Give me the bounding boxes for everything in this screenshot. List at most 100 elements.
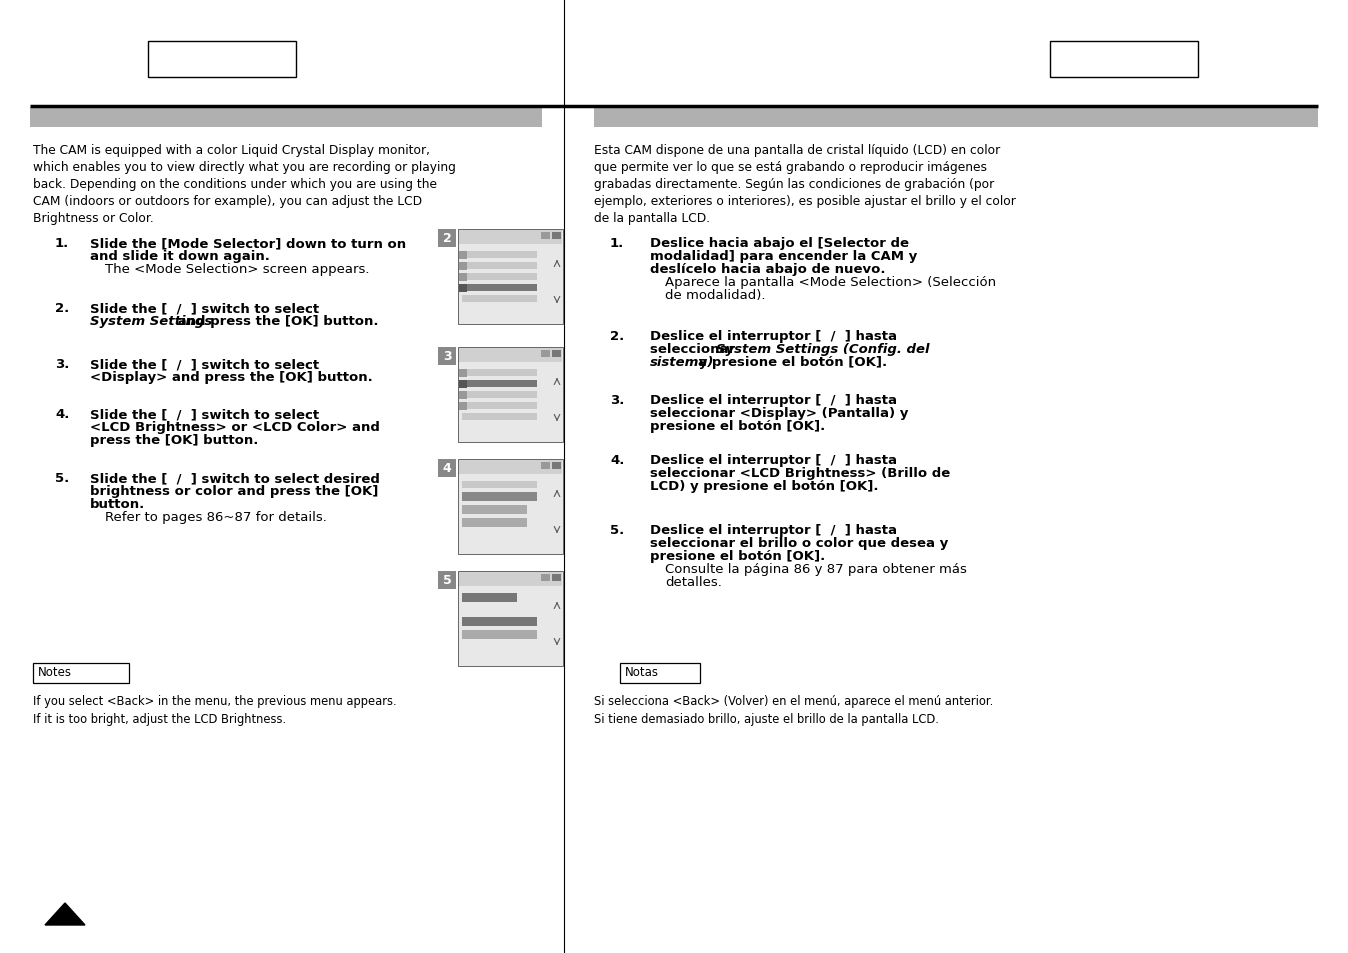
- Text: seleccionar el brillo o color que desea y: seleccionar el brillo o color que desea …: [650, 537, 948, 550]
- Bar: [148, 42, 297, 78]
- Bar: [551, 351, 561, 357]
- Bar: [460, 402, 466, 411]
- Bar: [460, 460, 562, 475]
- Bar: [460, 274, 466, 282]
- Text: 4.: 4.: [55, 408, 69, 420]
- Bar: [462, 402, 537, 410]
- Bar: [460, 231, 562, 245]
- Text: detalles.: detalles.: [665, 576, 723, 588]
- Text: and slide it down again.: and slide it down again.: [90, 250, 270, 263]
- Text: 3.: 3.: [611, 394, 624, 407]
- Bar: [462, 285, 537, 292]
- Bar: [460, 370, 466, 377]
- Text: Deslice el interruptor [  /  ] hasta: Deslice el interruptor [ / ] hasta: [650, 330, 896, 343]
- Text: 2: 2: [442, 233, 452, 245]
- Bar: [438, 459, 456, 477]
- Text: Slide the [  /  ] switch to select: Slide the [ / ] switch to select: [90, 302, 319, 314]
- Text: button.: button.: [90, 497, 146, 511]
- Bar: [460, 349, 562, 363]
- Bar: [458, 230, 563, 325]
- Text: 2.: 2.: [611, 330, 624, 343]
- Text: 5: 5: [442, 574, 452, 587]
- Bar: [462, 414, 537, 420]
- Text: Slide the [  /  ] switch to select: Slide the [ / ] switch to select: [90, 357, 319, 371]
- Text: Si selecciona <Back> (Volver) en el menú, aparece el menú anterior.
Si tiene dem: Si selecciona <Back> (Volver) en el menú…: [594, 695, 993, 725]
- Text: de modalidad).: de modalidad).: [665, 289, 766, 302]
- Text: Deslice el interruptor [  /  ] hasta: Deslice el interruptor [ / ] hasta: [650, 454, 896, 467]
- Text: Slide the [Mode Selector] down to turn on: Slide the [Mode Selector] down to turn o…: [90, 236, 406, 250]
- Bar: [32, 663, 129, 683]
- Text: <Display> and press the [OK] button.: <Display> and press the [OK] button.: [90, 371, 373, 384]
- Bar: [438, 348, 456, 366]
- Text: The <Mode Selection> screen appears.: The <Mode Selection> screen appears.: [105, 263, 369, 275]
- Bar: [462, 252, 537, 258]
- Bar: [541, 462, 550, 470]
- Text: <LCD Brightness> or <LCD Color> and: <LCD Brightness> or <LCD Color> and: [90, 420, 380, 434]
- Bar: [460, 263, 466, 271]
- Bar: [460, 392, 466, 399]
- Bar: [541, 575, 550, 581]
- Bar: [541, 233, 550, 240]
- Text: Slide the [  /  ] switch to select desired: Slide the [ / ] switch to select desired: [90, 472, 380, 484]
- Text: 4.: 4.: [611, 454, 624, 467]
- Text: y presione el botón [OK].: y presione el botón [OK].: [694, 355, 887, 369]
- Bar: [438, 572, 456, 589]
- Bar: [30, 108, 542, 128]
- Bar: [462, 392, 537, 398]
- Bar: [462, 594, 518, 602]
- Text: The CAM is equipped with a color Liquid Crystal Display monitor,
which enables y: The CAM is equipped with a color Liquid …: [32, 144, 456, 225]
- Text: Deslice el interruptor [  /  ] hasta: Deslice el interruptor [ / ] hasta: [650, 394, 896, 407]
- Bar: [620, 663, 700, 683]
- Bar: [462, 618, 537, 626]
- Bar: [462, 263, 537, 270]
- Bar: [460, 573, 562, 586]
- Bar: [458, 459, 563, 555]
- Polygon shape: [44, 903, 85, 925]
- Text: 3.: 3.: [55, 357, 69, 371]
- Bar: [551, 233, 561, 240]
- Text: System Settings (Config. del: System Settings (Config. del: [716, 343, 930, 355]
- Bar: [438, 230, 456, 248]
- Text: Refer to pages 86~87 for details.: Refer to pages 86~87 for details.: [105, 511, 326, 523]
- Text: seleccionar <Display> (Pantalla) y: seleccionar <Display> (Pantalla) y: [650, 407, 909, 419]
- Text: modalidad] para encender la CAM y: modalidad] para encender la CAM y: [650, 250, 917, 263]
- Text: System Settings: System Settings: [90, 314, 212, 328]
- Text: brightness or color and press the [OK]: brightness or color and press the [OK]: [90, 484, 379, 497]
- Bar: [541, 351, 550, 357]
- Bar: [1050, 42, 1198, 78]
- Bar: [462, 630, 537, 639]
- Text: LCD) y presione el botón [OK].: LCD) y presione el botón [OK].: [650, 479, 879, 493]
- Bar: [462, 493, 537, 501]
- Text: Notas: Notas: [625, 665, 659, 679]
- Text: and press the [OK] button.: and press the [OK] button.: [173, 314, 379, 328]
- Text: sistema): sistema): [650, 355, 714, 369]
- Text: Notes: Notes: [38, 665, 71, 679]
- Text: 2.: 2.: [55, 302, 69, 314]
- Bar: [460, 285, 466, 293]
- Bar: [462, 518, 527, 527]
- Bar: [458, 572, 563, 666]
- Bar: [551, 575, 561, 581]
- Text: If you select <Back> in the menu, the previous menu appears.
If it is too bright: If you select <Back> in the menu, the pr…: [32, 695, 396, 725]
- Text: seleccionar: seleccionar: [650, 343, 740, 355]
- Text: Consulte la página 86 y 87 para obtener más: Consulte la página 86 y 87 para obtener …: [665, 562, 967, 576]
- Text: press the [OK] button.: press the [OK] button.: [90, 434, 259, 447]
- Text: 5.: 5.: [611, 523, 624, 537]
- Text: 5.: 5.: [55, 472, 69, 484]
- Bar: [462, 274, 537, 281]
- Bar: [458, 348, 563, 442]
- Text: presione el botón [OK].: presione el botón [OK].: [650, 550, 825, 562]
- Bar: [462, 295, 537, 303]
- Text: Slide the [  /  ] switch to select: Slide the [ / ] switch to select: [90, 408, 319, 420]
- Text: 1.: 1.: [55, 236, 69, 250]
- Text: deslícelo hacia abajo de nuevo.: deslícelo hacia abajo de nuevo.: [650, 263, 886, 275]
- Bar: [460, 252, 466, 260]
- Bar: [551, 462, 561, 470]
- Bar: [462, 481, 537, 489]
- Text: 1.: 1.: [611, 236, 624, 250]
- Text: Deslice el interruptor [  /  ] hasta: Deslice el interruptor [ / ] hasta: [650, 523, 896, 537]
- Text: Deslice hacia abajo el [Selector de: Deslice hacia abajo el [Selector de: [650, 236, 909, 250]
- Bar: [594, 108, 1318, 128]
- Text: presione el botón [OK].: presione el botón [OK].: [650, 419, 825, 433]
- Text: seleccionar <LCD Brightness> (Brillo de: seleccionar <LCD Brightness> (Brillo de: [650, 467, 950, 479]
